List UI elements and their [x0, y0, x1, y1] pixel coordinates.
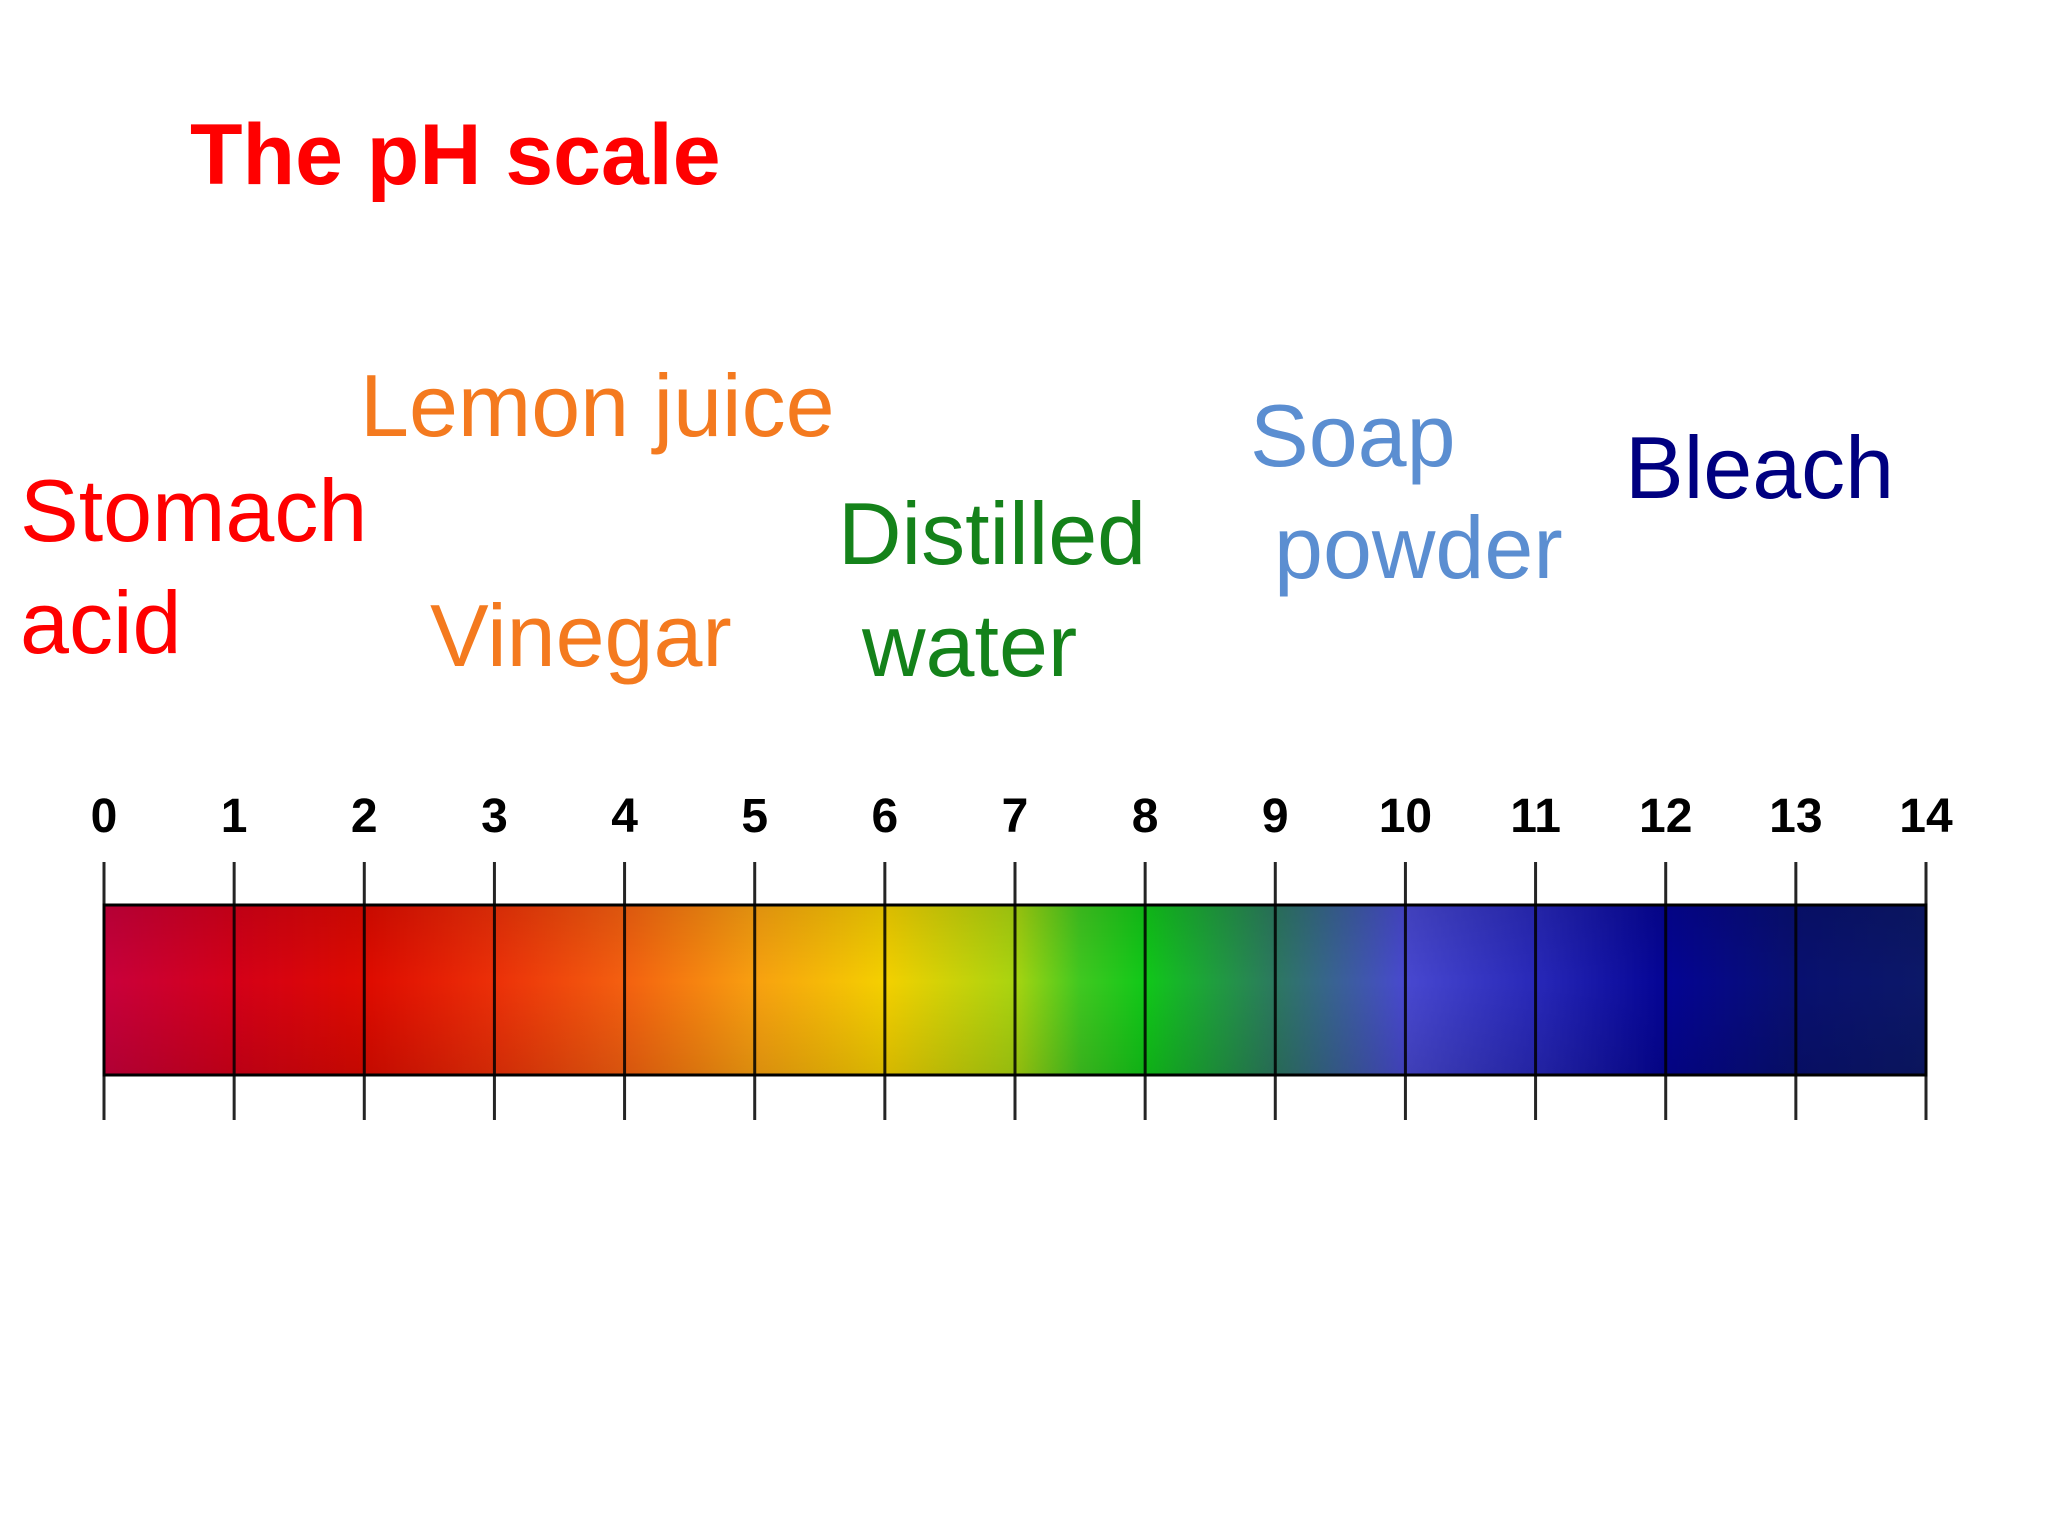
distilled-water-line-1: Distilled	[838, 484, 1147, 583]
vinegar-label: Vinegar	[430, 586, 732, 685]
soap-powder-line-1: Soap	[1250, 386, 1456, 485]
page-title: The pH scale	[190, 107, 721, 203]
tick-label-1: 1	[221, 790, 248, 843]
soap-powder-label: Soap powder	[1250, 380, 1563, 604]
tick-label-9: 9	[1262, 790, 1289, 843]
distilled-water-line-2: water	[862, 596, 1078, 695]
bleach-label: Bleach	[1625, 418, 1895, 517]
tick-label-11: 11	[1510, 790, 1561, 843]
distilled-water-label: Distilled water	[838, 478, 1146, 702]
tick-label-12: 12	[1639, 790, 1692, 843]
tick-label-5: 5	[741, 790, 768, 843]
tick-label-0: 0	[91, 790, 118, 843]
stomach-acid-line-1: Stomach	[20, 461, 368, 560]
tick-label-2: 2	[351, 790, 378, 843]
tick-label-10: 10	[1379, 790, 1432, 843]
soap-powder-line-2: powder	[1274, 498, 1563, 597]
tick-label-13: 13	[1769, 790, 1822, 843]
tick-label-3: 3	[481, 790, 508, 843]
stomach-acid-label: Stomach acid	[20, 455, 367, 679]
stomach-acid-line-2: acid	[20, 573, 182, 672]
tick-label-14: 14	[1899, 790, 1953, 843]
tick-label-7: 7	[1002, 790, 1029, 843]
tick-label-6: 6	[872, 790, 899, 843]
lemon-juice-label: Lemon juice	[360, 356, 835, 455]
tick-label-4: 4	[611, 790, 638, 843]
tick-label-8: 8	[1132, 790, 1159, 843]
